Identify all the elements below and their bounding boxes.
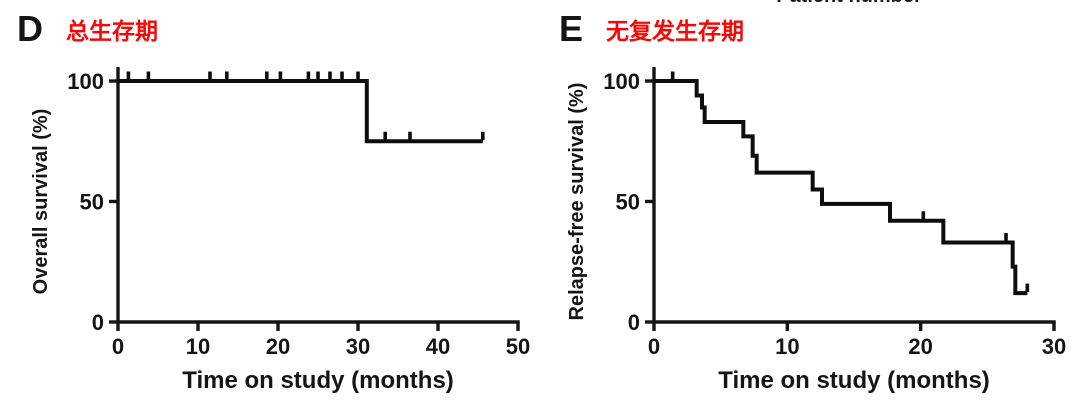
x-tick-label: 20	[908, 334, 932, 359]
x-tick-label: 50	[506, 334, 530, 359]
y-tick-label: 0	[628, 310, 640, 335]
x-tick-label: 30	[346, 334, 370, 359]
y-tick-label: 0	[92, 310, 104, 335]
panel-title-relapse-free-survival: 无复发生存期	[606, 18, 744, 44]
x-tick-label: 10	[775, 334, 799, 359]
y-tick-label: 100	[603, 69, 640, 94]
y-axis-title: Overall survival (%)	[30, 109, 52, 295]
x-tick-label: 10	[186, 334, 210, 359]
panel-title-overall-survival: 总生存期	[66, 18, 158, 44]
x-tick-label: 20	[266, 334, 290, 359]
panel-e-plot: 0 10 20 30 0 50 100 Time on study (months) Relap…	[566, 67, 1066, 394]
panel-letter-e: E	[559, 8, 584, 49]
clipped-patient-number-label: Patient number	[770, 0, 928, 9]
x-tick-label: 0	[648, 334, 660, 359]
patient-number-text: Patient number	[770, 0, 928, 8]
x-tick-label: 30	[1042, 334, 1066, 359]
y-tick-label: 100	[67, 69, 104, 94]
km-curve	[118, 79, 483, 144]
y-tick-label: 50	[80, 190, 104, 215]
x-tick-label: 0	[112, 334, 124, 359]
x-axis-title: Time on study (months)	[718, 367, 990, 394]
y-tick-label: 50	[616, 190, 640, 215]
y-axis-title: Relapse-free survival (%)	[566, 83, 588, 321]
panel-d-plot: 0 10 20 30 40 50 0 50 100 Time on study (months) O…	[30, 67, 530, 394]
x-tick-label: 40	[426, 334, 450, 359]
km-curve	[654, 79, 1028, 296]
panel-letter-d: D	[17, 8, 43, 49]
x-axis-title: Time on study (months)	[182, 367, 454, 394]
